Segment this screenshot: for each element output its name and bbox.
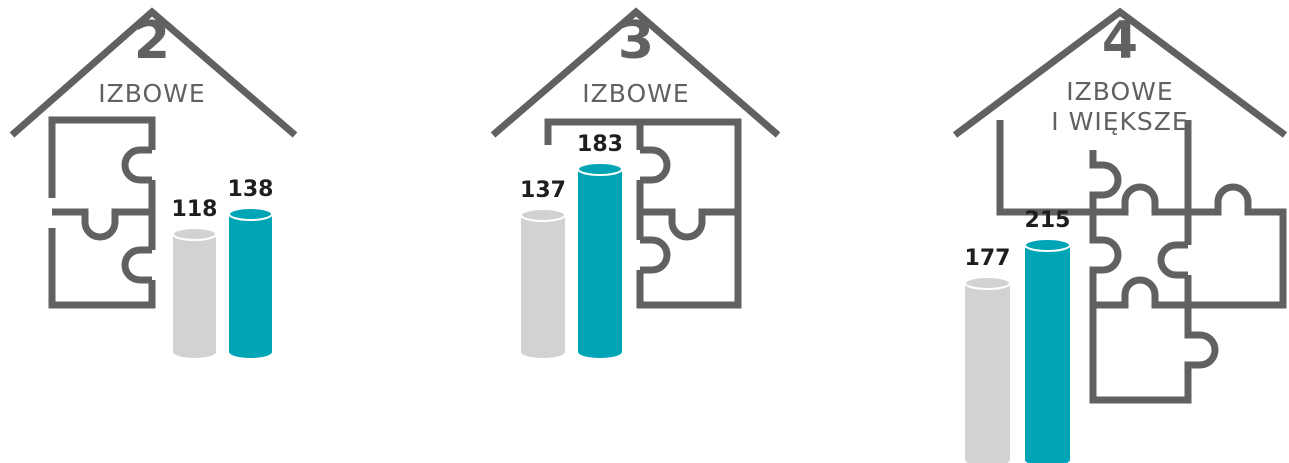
room-label: I WIĘKSZE	[1051, 107, 1188, 136]
cylinder	[229, 214, 272, 352]
room-count: 3	[618, 11, 654, 71]
room-count: 2	[134, 11, 170, 71]
cylinder	[965, 283, 1010, 460]
cylinder	[578, 169, 622, 352]
room-label: IZBOWE	[1066, 77, 1173, 106]
value-label: 177	[965, 246, 1011, 271]
value-label: 118	[172, 197, 218, 222]
value-label: 183	[577, 132, 623, 157]
room-label: IZBOWE	[98, 79, 205, 108]
cylinder-top	[578, 163, 622, 175]
cylinder	[173, 234, 216, 352]
cylinder-top	[965, 277, 1010, 289]
cylinder-top	[229, 208, 272, 220]
cylinder-top	[1025, 239, 1070, 251]
room-label: IZBOWE	[582, 79, 689, 108]
cylinder-top	[173, 228, 216, 240]
value-label: 215	[1025, 208, 1071, 233]
infographic: 2IZBOWE1181383IZBOWE1371834IZBOWEI WIĘKS…	[0, 0, 1289, 463]
value-label: 137	[520, 178, 566, 203]
cylinder	[1025, 245, 1070, 460]
cylinder	[521, 215, 565, 352]
value-label: 138	[228, 177, 274, 202]
cylinder-top	[521, 209, 565, 221]
room-count: 4	[1102, 11, 1138, 71]
